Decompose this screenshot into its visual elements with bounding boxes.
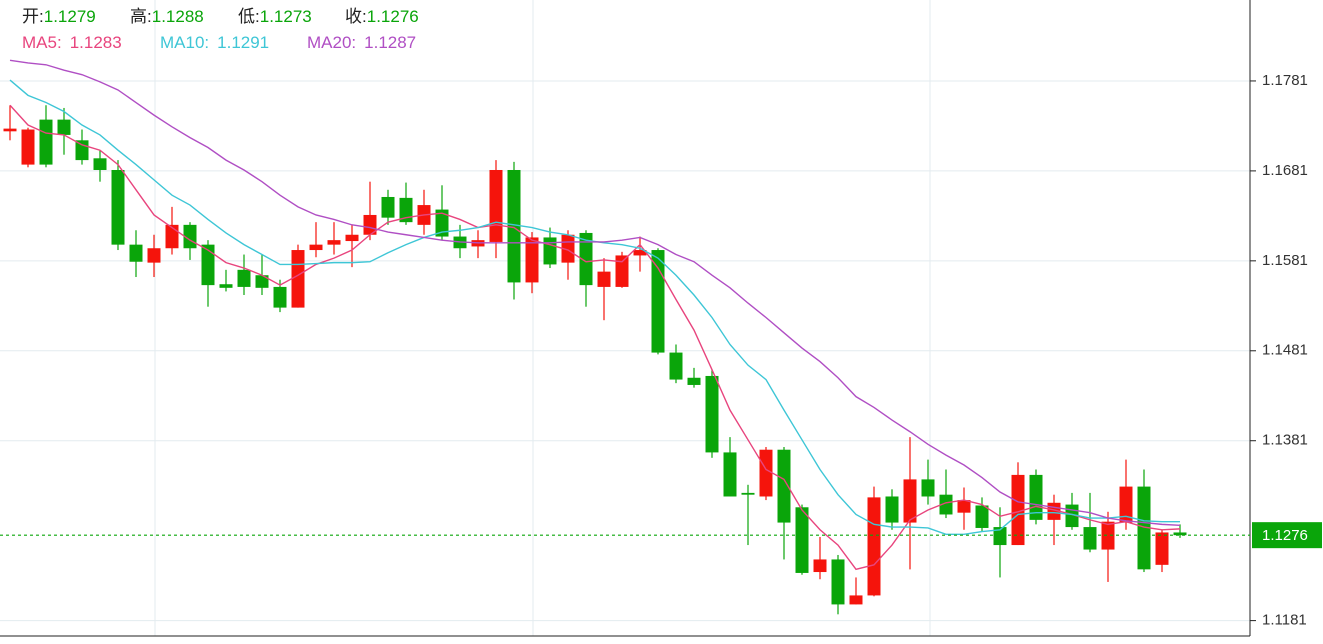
candle-body [489,169,503,242]
ohlc-label: 高: [130,7,152,26]
candle-body [399,197,413,223]
ohlc-label: 收: [345,7,367,26]
candle-body [273,286,287,308]
ohlc-item: 收:1.1276 [345,7,419,26]
y-tick-label: 1.1481 [1262,342,1308,359]
moving-averages [9,59,1181,571]
candle-body [21,129,35,165]
ma-legend-value: 1.1291 [217,33,269,52]
candle-body [219,284,233,288]
candle-body [57,119,71,135]
candle-body [507,169,521,283]
candle-body [831,559,845,605]
candle-body [849,595,863,605]
candle-body [597,271,611,287]
candle-body [741,492,755,495]
candle-body [1155,532,1169,565]
ma-legend-value: 1.1283 [70,33,122,52]
y-tick-label: 1.1381 [1262,432,1308,449]
candle-body [867,497,881,596]
ma-legend-name: MA10: [160,33,209,52]
candle-body [1173,532,1187,536]
candle-body [579,232,593,286]
ohlc-value: 1.1279 [44,7,96,26]
candle-body [39,119,53,165]
ma-line [9,59,1181,526]
candle-body [363,214,377,235]
ma-legend-name: MA20: [307,33,356,52]
ma-legend-name: MA5: [22,33,62,52]
candle-body [615,255,629,287]
ma-legend: MA10: 1.1291 [160,33,269,52]
ohlc-value: 1.1276 [367,7,419,26]
last-price-label: 1.1276 [1262,527,1308,544]
candle-body [939,494,953,515]
candle-body [1137,486,1151,570]
ohlc-label: 开: [22,7,44,26]
candle-body [1101,521,1115,550]
ohlc-item: 低:1.1273 [238,7,312,26]
ma-legend: MA5: 1.1283 [22,33,122,52]
candle-body [921,479,935,497]
y-tick-label: 1.1181 [1262,612,1307,629]
candle-body [525,237,539,283]
y-axis: 1.1781 1.1681 1.1581 1.1481 1.1381 1.1181 1.12… [0,72,1322,629]
candle-body [75,140,89,161]
ma-legend: MA20: 1.1287 [307,33,416,52]
candle-body [885,496,899,523]
candle-body [201,244,215,286]
candle-body [435,209,449,237]
candle-body [957,500,971,513]
ohlc-item: 高:1.1288 [130,7,204,26]
candle-body [1119,486,1133,523]
candle-body [633,250,647,256]
candle-body [975,505,989,528]
candle-body [3,128,17,132]
candle-body [93,158,107,170]
candle-body [759,449,773,497]
candle-body [903,479,917,523]
candle-body [255,275,269,288]
candle-body [1029,474,1043,520]
candle-body [723,452,737,497]
last-price-tag [1252,522,1322,549]
candle-body [1083,527,1097,550]
ohlc-item: 开:1.1279 [22,7,96,26]
candle-body [309,244,323,251]
candle-body [147,248,161,263]
y-tick-label: 1.1781 [1262,72,1308,89]
candle-body [777,449,791,523]
y-tick-label: 1.1681 [1262,162,1308,179]
candle-body [381,196,395,218]
candle-body [705,375,719,453]
candle-body [651,250,665,353]
ohlc-value: 1.1288 [152,7,204,26]
candle-body [1011,474,1025,546]
candle-body [129,244,143,262]
candle-body [669,352,683,380]
candle-body [165,224,179,249]
ohlc-label: 低: [238,7,260,26]
ma-legend-value: 1.1287 [364,33,416,52]
candle-body [237,269,251,287]
candle-body [687,377,701,385]
candles [3,105,1187,615]
candle-body [993,527,1007,546]
y-tick-label: 1.1581 [1262,252,1308,269]
candle-body [291,250,305,308]
candle-body [327,240,341,245]
candle-body [795,507,809,573]
ohlc-value: 1.1273 [260,7,312,26]
ma-line [9,104,1181,571]
header: 开:1.1279 高:1.1288 低:1.1273 收:1.1276 MA5: 1.12… [22,7,419,52]
candle-body [111,169,125,245]
candle-body [813,559,827,573]
candle-body [345,234,359,242]
candle-body [543,237,557,265]
